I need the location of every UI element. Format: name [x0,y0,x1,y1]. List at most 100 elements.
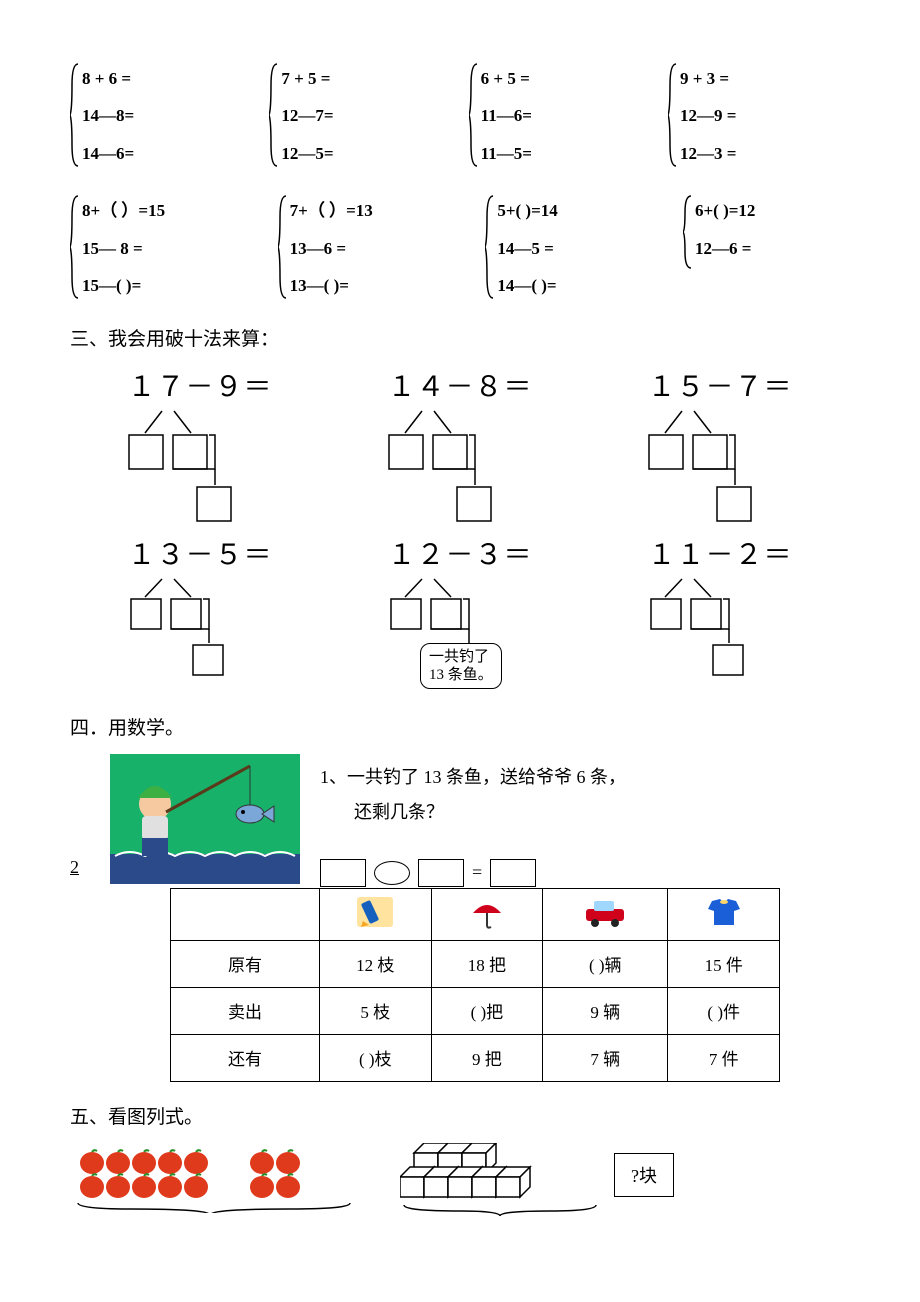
break-ten-row-1: １７－９＝ １４－８＝ １５－７＝ [70,365,850,525]
left-brace-icon [683,192,693,304]
bt-expression: １２－３＝ [350,533,570,573]
left-brace-icon [70,60,80,172]
eq-line: 13—( )= [290,267,475,304]
fishing-scene-icon [110,754,300,884]
eq-group: 7 + 5 = 12—7= 12—5= [269,60,451,172]
cubes-question-box: ?块 [614,1153,674,1197]
break-ten-item: １４－８＝ [350,365,570,525]
table-cell: 12 枝 [320,940,432,987]
break-ten-item: １２－３＝ 一共钓了 13 条鱼。 [350,533,570,683]
table-cell[interactable]: ( )把 [431,987,543,1034]
eq-line: 15— 8 = [82,230,267,267]
answer-box[interactable] [418,859,464,887]
eq-line: 8+（ ）=15 [82,192,267,229]
table-row: 卖出 5 枝 ( )把 9 辆 ( )件 [171,987,780,1034]
section-4-title: 四．用数学。 [70,713,850,740]
eq-line: 12—6 = [695,230,850,267]
inventory-table: 原有 12 枝 18 把 ( )辆 15 件 卖出 5 枝 ( )把 9 辆 (… [170,888,780,1082]
eq-group: 8+（ ）=15 15— 8 = 15—( )= [70,192,267,304]
row-label: 卖出 [171,987,320,1034]
table-cell[interactable]: ( )枝 [320,1034,432,1081]
speech-callout: 一共钓了 13 条鱼。 [420,643,502,689]
apples-icon [70,1143,370,1213]
break-ten-diagram [115,573,285,683]
shirt-icon [668,888,780,940]
callout-line: 一共钓了 [429,648,493,666]
eq-line: 12—3 = [680,135,850,172]
left-brace-icon [668,60,678,172]
pencil-icon [320,888,432,940]
break-ten-item: １１－２＝ [610,533,830,683]
answer-box[interactable] [320,859,366,887]
picture-equations-row: ?块 [70,1143,850,1218]
break-ten-diagram [115,405,285,525]
table-row: 还有 ( )枝 9 把 7 辆 7 件 [171,1034,780,1081]
row-label: 原有 [171,940,320,987]
table-cell[interactable]: ( )件 [668,987,780,1034]
umbrella-icon [431,888,543,940]
answer-box[interactable] [490,859,536,887]
eq-line: 14—( )= [497,267,672,304]
eq-group: 8 + 6 = 14—8= 14—6= [70,60,252,172]
row-label: 还有 [171,1034,320,1081]
table-cell: 15 件 [668,940,780,987]
eq-group: 9 + 3 = 12—9 = 12—3 = [668,60,850,172]
section-5-title: 五、看图列式。 [70,1102,850,1129]
q1-line: 1、一共钓了 13 条鱼，送给爷爷 6 条， [320,760,850,794]
break-ten-item: １３－５＝ [90,533,310,683]
eq-line: 13—6 = [290,230,475,267]
table-cell: 9 把 [431,1034,543,1081]
table-cell: 7 辆 [543,1034,668,1081]
answer-equation: = [320,859,850,887]
left-brace-icon [469,60,479,172]
apple-group-right [250,1150,300,1198]
eq-line: 15—( )= [82,267,267,304]
equation-groups-row-2: 8+（ ）=15 15— 8 = 15—( )= 7+（ ）=13 13—6 =… [70,192,850,304]
bt-expression: １３－５＝ [90,533,310,573]
bt-expression: １７－９＝ [90,365,310,405]
eq-line: 7 + 5 = [281,60,451,97]
break-ten-diagram [635,573,805,683]
eq-line: 6+( )=12 [695,192,850,229]
table-cell: 5 枝 [320,987,432,1034]
eq-line: 12—7= [281,97,451,134]
eq-line: 7+（ ）=13 [290,192,475,229]
table-cell: 7 件 [668,1034,780,1081]
break-ten-row-2: １３－５＝ １２－３＝ 一共钓了 13 条鱼。 １１－２＝ [70,533,850,683]
eq-line: 8 + 6 = [82,60,252,97]
equals-sign: = [472,862,482,883]
equation-groups-row-1: 8 + 6 = 14—8= 14—6= 7 + 5 = 12—7= 12—5= … [70,60,850,172]
eq-group: 7+（ ）=13 13—6 = 13—( )= [278,192,475,304]
break-ten-diagram [635,405,805,525]
eq-line: 14—6= [82,135,252,172]
eq-group: 6+( )=12 12—6 = [683,192,850,304]
question-1-block: 1、一共钓了 13 条鱼，送给爷爷 6 条， 还剩几条？ = [70,754,850,886]
eq-group: 5+( )=14 14—5 = 14—( )= [485,192,672,304]
cubes-icon [400,1143,600,1218]
car-icon [543,888,668,940]
eq-line: 12—9 = [680,97,850,134]
eq-line: 5+( )=14 [497,192,672,229]
table-cell: 9 辆 [543,987,668,1034]
bt-expression: １１－２＝ [610,533,830,573]
answer-operator[interactable] [374,861,410,885]
cubes-figure: ?块 [400,1143,674,1218]
eq-line: 9 + 3 = [680,60,850,97]
left-brace-icon [269,60,279,172]
table-header-blank [171,888,320,940]
section-3-title: 三、我会用破十法来算： [70,324,850,351]
bt-expression: １４－８＝ [350,365,570,405]
table-row: 原有 12 枝 18 把 ( )辆 15 件 [171,940,780,987]
eq-line: 11—5= [481,135,651,172]
eq-line: 12—5= [281,135,451,172]
q1-line: 还剩几条？ [320,795,850,829]
break-ten-item: １５－７＝ [610,365,830,525]
apples-figure [70,1143,370,1218]
table-header-row [171,888,780,940]
question-1-text: 1、一共钓了 13 条鱼，送给爷爷 6 条， 还剩几条？ = [320,754,850,886]
apple-group-left [80,1150,208,1198]
left-brace-icon [278,192,288,304]
left-brace-icon [485,192,495,304]
eq-line: 14—5 = [497,230,672,267]
table-cell[interactable]: ( )辆 [543,940,668,987]
